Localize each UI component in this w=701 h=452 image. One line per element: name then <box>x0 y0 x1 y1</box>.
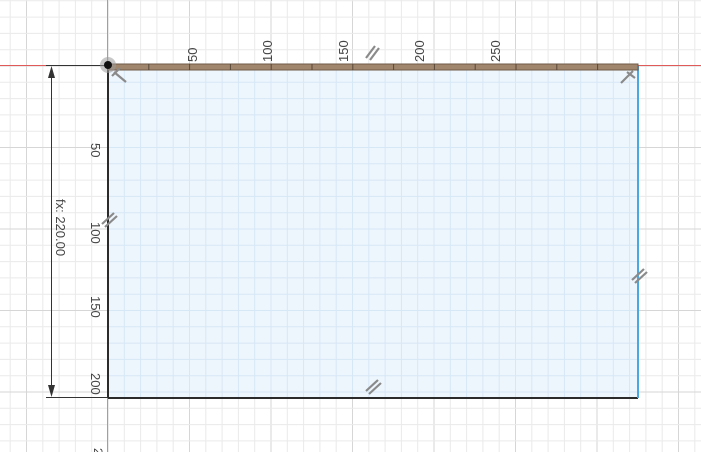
perpendicular-constraint-icon[interactable] <box>620 70 636 84</box>
left-ruler-partial: 2 <box>91 448 105 452</box>
left-ruler-label: 50 <box>88 143 103 157</box>
left-ruler-label: 150 <box>88 296 103 318</box>
perpendicular-constraint-icon[interactable] <box>111 67 127 83</box>
top-ruler: 50 100 150 200 250 <box>185 40 503 62</box>
parallel-constraint-icon[interactable] <box>365 379 382 395</box>
origin-point[interactable] <box>100 57 116 73</box>
left-ruler: 50 100 150 200 <box>88 143 103 395</box>
top-edge-ticks <box>148 64 599 70</box>
top-ruler-label: 150 <box>336 40 351 62</box>
dimension-value[interactable]: fx: 220.00 <box>53 199 68 256</box>
top-ruler-label: 250 <box>488 40 503 62</box>
top-ruler-label: 200 <box>412 40 427 62</box>
parallel-constraint-icon[interactable] <box>101 212 118 228</box>
left-ruler-label: 100 <box>88 222 103 244</box>
profile-grid <box>108 66 638 398</box>
left-ruler-label: 200 <box>88 373 103 395</box>
parallel-constraint-icon[interactable] <box>365 45 380 61</box>
height-dimension[interactable]: fx: 220.00 <box>46 65 108 398</box>
parallel-constraint-icon[interactable] <box>631 268 648 284</box>
rectangle-profile[interactable] <box>108 66 638 398</box>
top-ruler-label: 100 <box>260 40 275 62</box>
top-edge[interactable] <box>107 63 639 71</box>
top-ruler-label: 50 <box>185 48 200 62</box>
